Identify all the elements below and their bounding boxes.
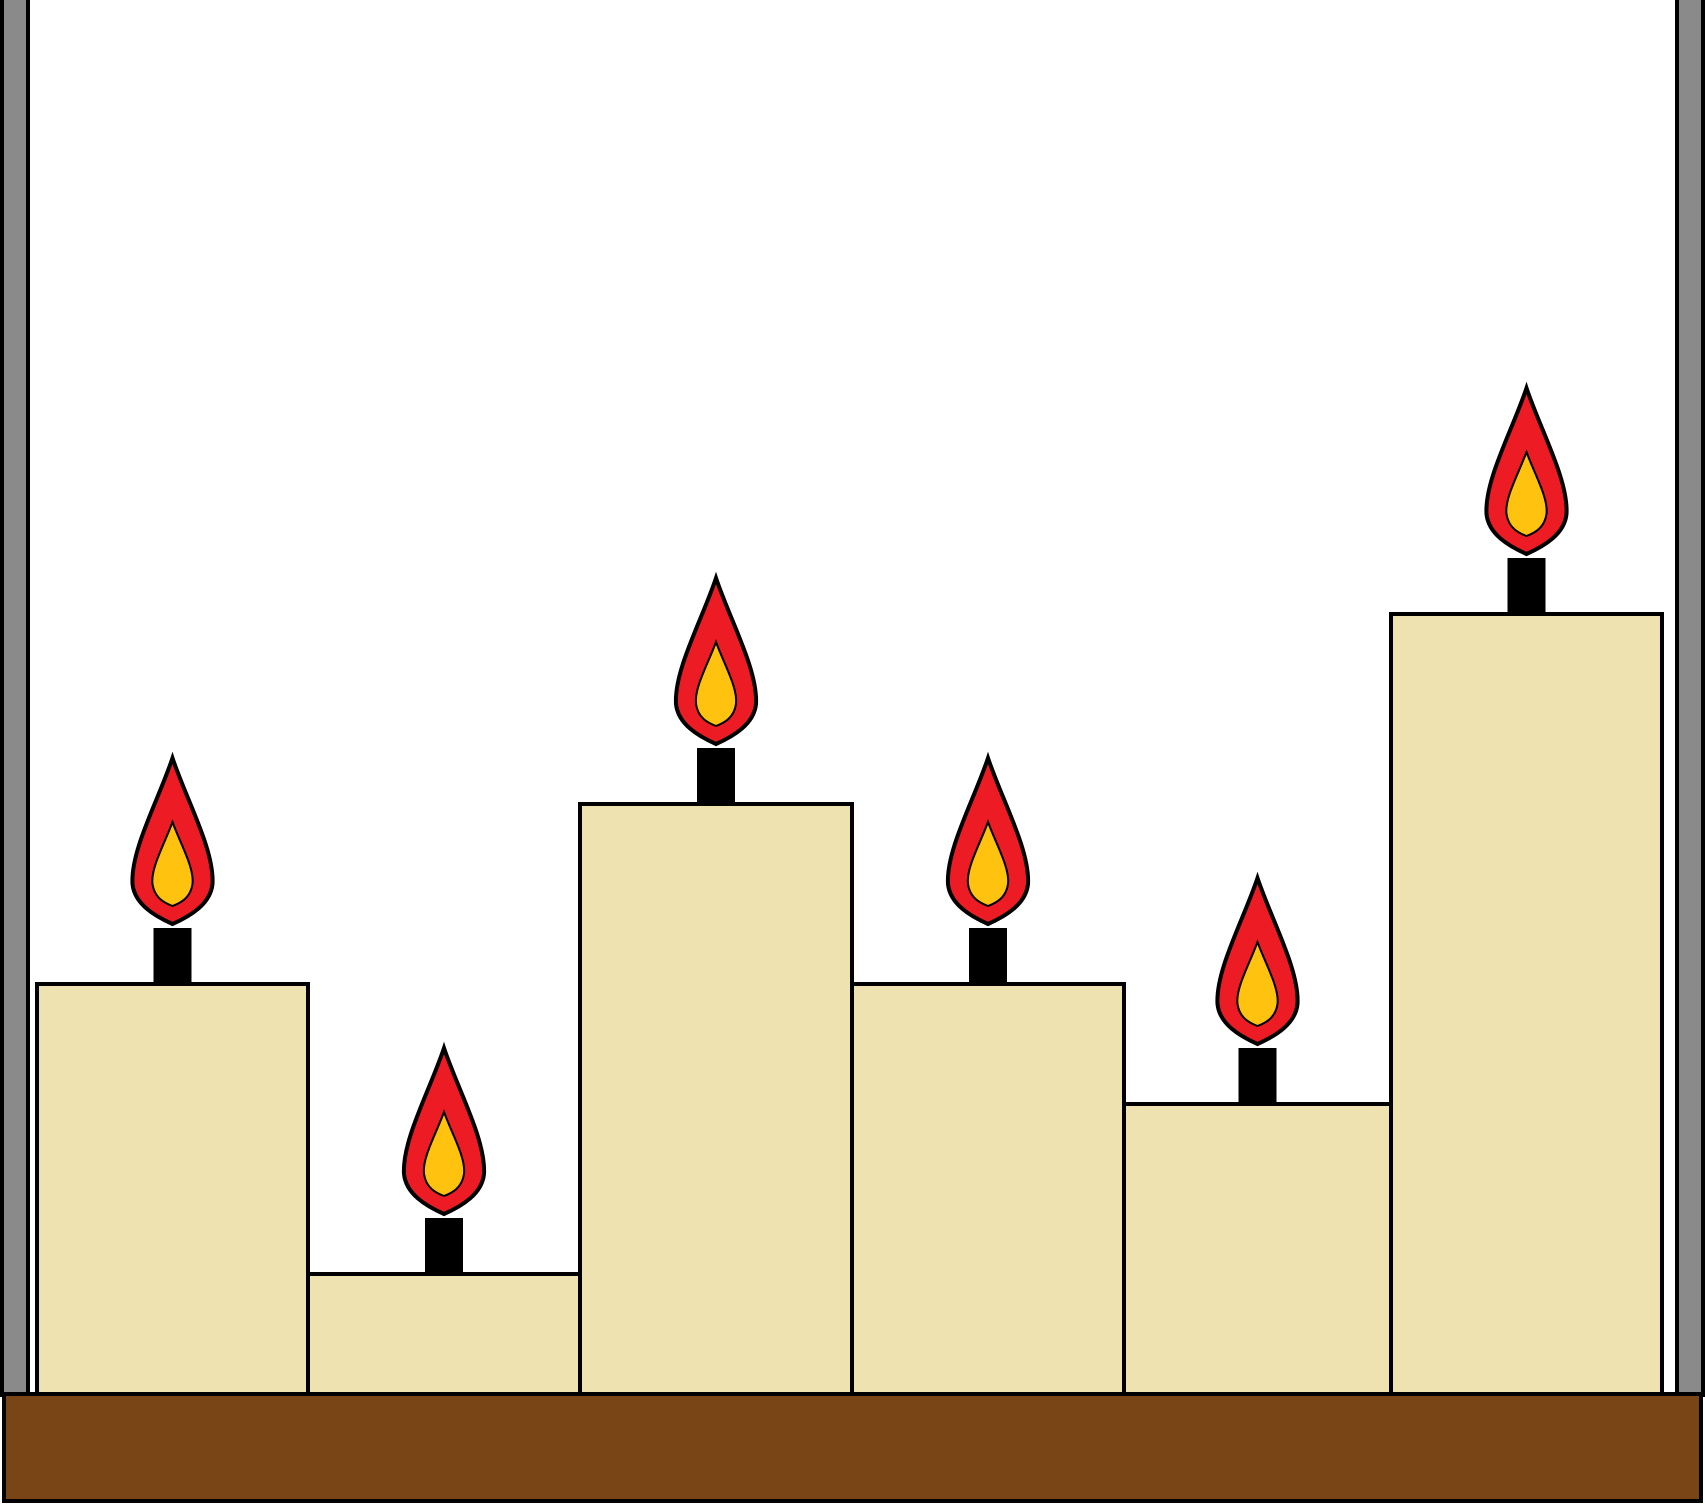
tray-base	[2, 1392, 1703, 1503]
candle-5-wick	[1238, 1048, 1277, 1104]
candle-1-wick	[153, 928, 192, 984]
candle-4-flame-icon	[945, 756, 1031, 926]
candle-1-flame-icon	[130, 756, 215, 926]
candle-3-body	[578, 802, 854, 1396]
candle-6-body	[1389, 612, 1664, 1396]
candle-4-wick	[969, 928, 1007, 984]
candle-5-flame-icon	[1215, 876, 1300, 1046]
left-post	[0, 0, 30, 1397]
candle-group	[35, 386, 1664, 1396]
candle-2-body	[306, 1272, 582, 1396]
candle-1-body	[35, 982, 310, 1396]
candle-6-flame-icon	[1484, 386, 1569, 556]
candle-2-wick	[425, 1218, 463, 1274]
candle-2-flame-icon	[401, 1046, 487, 1216]
candle-6-wick	[1507, 558, 1546, 614]
right-post	[1675, 0, 1705, 1397]
candle-5-body	[1122, 1102, 1393, 1396]
candle-3-wick	[697, 748, 735, 804]
candle-3-flame-icon	[673, 576, 759, 746]
candle-4-body	[850, 982, 1126, 1396]
